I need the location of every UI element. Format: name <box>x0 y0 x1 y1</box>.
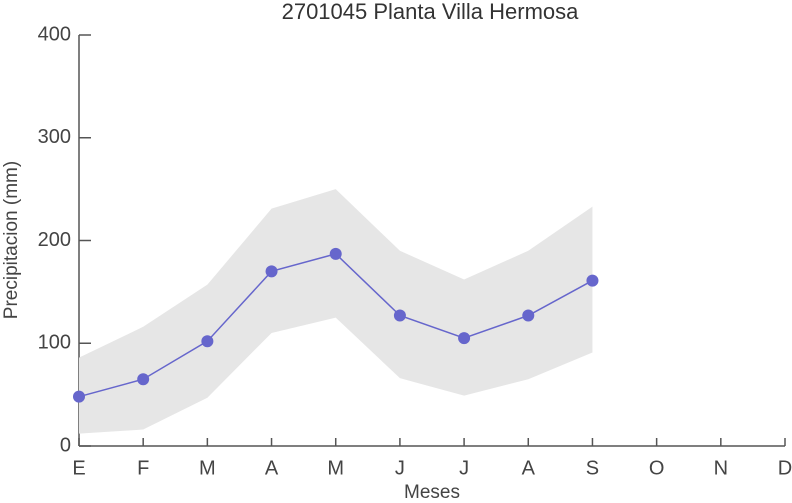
point <box>458 332 471 345</box>
x-tick-label: A <box>265 457 279 479</box>
y-tick-label: 200 <box>38 229 71 251</box>
y-tick-label: 400 <box>38 23 71 45</box>
x-tick-label: A <box>522 457 536 479</box>
point <box>201 335 214 348</box>
x-tick-label: J <box>459 457 469 479</box>
y-tick-label: 0 <box>60 434 71 456</box>
y-axis-label: Precipitacion (mm) <box>1 161 22 319</box>
chart-title: 2701045 Planta Villa Hermosa <box>282 0 580 24</box>
point <box>329 247 342 260</box>
point <box>522 309 535 322</box>
y-tick-label: 100 <box>38 332 71 354</box>
point <box>73 390 85 403</box>
x-tick-label: D <box>778 457 792 479</box>
x-tick-label: N <box>714 457 728 479</box>
point <box>586 274 599 287</box>
x-axis-label: Meses <box>404 482 460 503</box>
point <box>393 309 406 322</box>
y-tick-label: 300 <box>38 126 71 148</box>
x-tick-label: S <box>586 457 599 479</box>
x-tick-label: O <box>649 457 665 479</box>
x-tick-label: M <box>199 457 216 479</box>
band <box>79 189 593 434</box>
x-tick-label: E <box>72 457 85 479</box>
x-tick-label: J <box>395 457 405 479</box>
point <box>137 373 150 386</box>
x-tick-label: F <box>137 457 149 479</box>
point <box>265 265 278 278</box>
x-tick-label: M <box>327 457 344 479</box>
